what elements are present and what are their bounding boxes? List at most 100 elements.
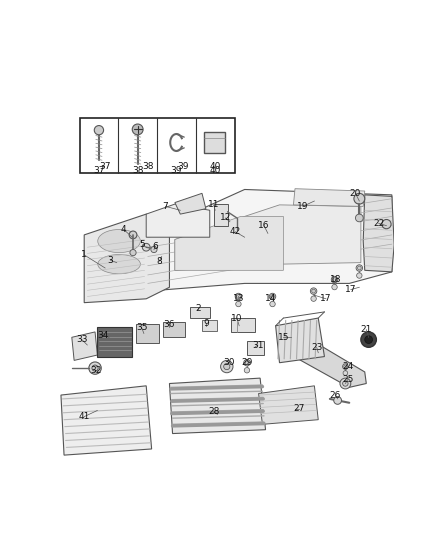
- Circle shape: [382, 220, 391, 229]
- Text: 28: 28: [208, 408, 219, 416]
- Polygon shape: [175, 193, 206, 214]
- Circle shape: [343, 364, 348, 369]
- Ellipse shape: [98, 255, 141, 274]
- Text: 35: 35: [136, 323, 147, 332]
- Bar: [204, 132, 225, 154]
- Circle shape: [271, 295, 275, 298]
- Circle shape: [244, 359, 250, 366]
- Circle shape: [332, 285, 337, 290]
- Polygon shape: [61, 386, 152, 455]
- Bar: [202, 320, 218, 331]
- Circle shape: [244, 368, 250, 373]
- Circle shape: [224, 364, 230, 370]
- Circle shape: [343, 381, 348, 386]
- Text: 8: 8: [156, 256, 162, 265]
- Polygon shape: [276, 318, 325, 363]
- Text: 22: 22: [373, 219, 384, 228]
- Circle shape: [132, 124, 143, 135]
- Polygon shape: [258, 386, 318, 424]
- Polygon shape: [293, 189, 365, 206]
- Ellipse shape: [98, 230, 141, 253]
- Circle shape: [312, 289, 315, 293]
- Text: 37: 37: [99, 162, 111, 171]
- Text: 33: 33: [76, 335, 88, 344]
- Text: 30: 30: [223, 358, 235, 367]
- Text: 40: 40: [209, 162, 221, 171]
- Circle shape: [331, 276, 338, 283]
- Circle shape: [94, 126, 103, 135]
- Text: 3: 3: [108, 256, 113, 265]
- Text: 31: 31: [252, 341, 264, 350]
- Bar: [214, 204, 228, 225]
- Circle shape: [311, 296, 316, 301]
- Circle shape: [344, 365, 347, 368]
- Circle shape: [332, 278, 336, 281]
- Circle shape: [356, 265, 363, 271]
- Text: 17: 17: [345, 285, 357, 294]
- Text: 20: 20: [350, 189, 361, 198]
- Text: 32: 32: [90, 366, 102, 375]
- Polygon shape: [175, 205, 361, 270]
- Circle shape: [311, 288, 317, 294]
- Text: 17: 17: [320, 294, 332, 303]
- Text: 38: 38: [142, 162, 153, 171]
- Bar: [80, 118, 235, 173]
- Polygon shape: [84, 214, 170, 303]
- Text: 12: 12: [219, 213, 231, 222]
- Circle shape: [237, 295, 240, 298]
- Circle shape: [89, 362, 101, 374]
- Bar: [163, 322, 185, 337]
- Text: 19: 19: [297, 202, 308, 211]
- Circle shape: [340, 378, 351, 389]
- Text: 21: 21: [360, 325, 372, 334]
- Bar: [191, 306, 210, 318]
- Bar: [247, 341, 264, 355]
- Circle shape: [221, 360, 233, 373]
- Circle shape: [269, 293, 276, 300]
- Circle shape: [334, 397, 342, 405]
- Polygon shape: [175, 216, 283, 270]
- Circle shape: [235, 293, 242, 300]
- Text: 15: 15: [278, 333, 289, 342]
- Bar: [97, 327, 132, 357]
- Circle shape: [361, 332, 376, 348]
- Text: 26: 26: [330, 391, 341, 400]
- Text: 1: 1: [81, 251, 87, 260]
- Text: 23: 23: [311, 343, 322, 352]
- Text: 10: 10: [231, 313, 243, 322]
- Circle shape: [354, 193, 365, 204]
- Text: 27: 27: [293, 405, 304, 414]
- Text: 40: 40: [209, 166, 221, 175]
- Circle shape: [357, 273, 362, 278]
- Circle shape: [129, 231, 137, 239]
- Polygon shape: [146, 204, 210, 237]
- Text: 16: 16: [258, 221, 270, 230]
- Circle shape: [245, 361, 249, 365]
- Text: 42: 42: [230, 227, 241, 236]
- Text: 29: 29: [241, 358, 253, 367]
- Circle shape: [142, 244, 150, 251]
- Circle shape: [357, 266, 361, 270]
- Bar: [231, 318, 255, 332]
- Polygon shape: [170, 378, 265, 433]
- Circle shape: [356, 214, 363, 222]
- Text: 7: 7: [162, 202, 169, 211]
- Text: 37: 37: [93, 166, 105, 175]
- Text: 24: 24: [342, 362, 353, 371]
- Text: 41: 41: [78, 412, 90, 421]
- Text: 6: 6: [152, 242, 159, 251]
- Text: 25: 25: [342, 375, 353, 384]
- Polygon shape: [72, 332, 97, 360]
- Circle shape: [236, 301, 241, 306]
- Circle shape: [270, 301, 275, 306]
- Text: 11: 11: [208, 200, 219, 209]
- Circle shape: [151, 246, 157, 253]
- Circle shape: [365, 336, 372, 343]
- Text: 5: 5: [139, 240, 145, 249]
- Text: 2: 2: [195, 304, 201, 313]
- Text: 18: 18: [330, 275, 342, 284]
- Text: 13: 13: [233, 294, 245, 303]
- Polygon shape: [148, 189, 392, 291]
- Text: 39: 39: [171, 166, 182, 175]
- Text: 38: 38: [132, 166, 143, 175]
